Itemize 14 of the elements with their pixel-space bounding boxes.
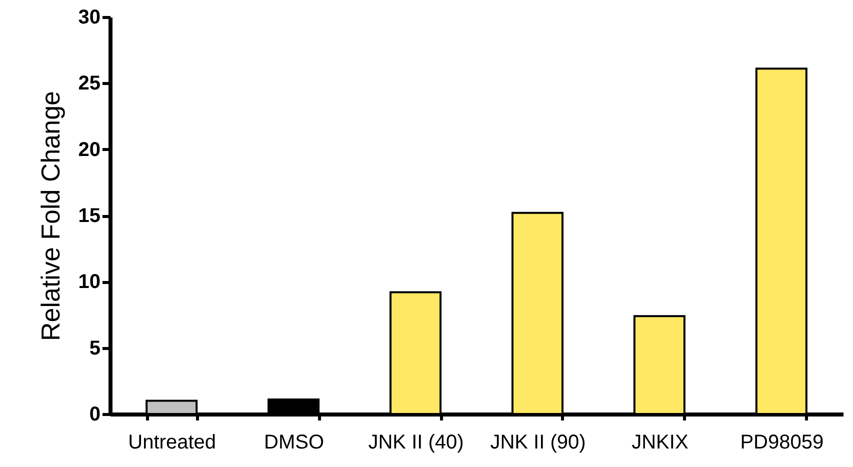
x-tick-label: JNKIX	[632, 432, 688, 454]
y-tick-label: 10	[78, 271, 100, 294]
y-tick-label: 20	[78, 138, 100, 161]
x-tick-label: Untreated	[128, 432, 216, 454]
y-tick-label: 5	[89, 337, 100, 360]
y-tick-label: 25	[78, 72, 100, 95]
x-tick-label: PD98059	[740, 432, 824, 454]
x-tick-label: JNK II (90)	[490, 432, 586, 454]
y-tick-label: 15	[78, 205, 100, 227]
x-tick-label: JNK II (40)	[368, 432, 464, 454]
y-axis-title: Relative Fold Change	[35, 90, 66, 342]
y-tick-label: 0	[89, 404, 100, 426]
y-tick-label: 30	[78, 6, 100, 28]
x-tick-label: DMSO	[264, 432, 324, 454]
